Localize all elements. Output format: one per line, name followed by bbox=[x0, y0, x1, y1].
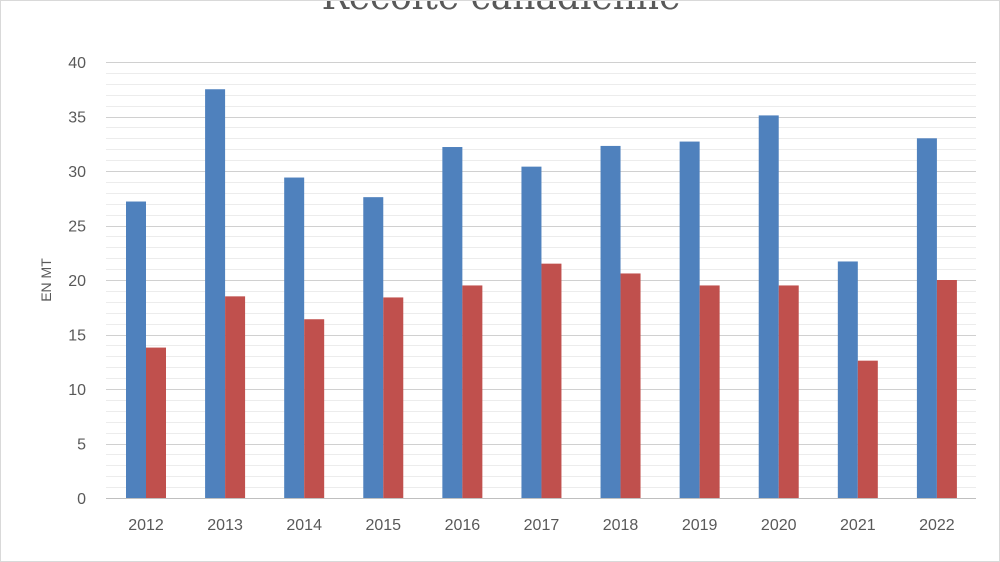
bar bbox=[916, 138, 937, 499]
bar bbox=[600, 145, 621, 498]
y-tick-label: 10 bbox=[68, 382, 86, 399]
bar bbox=[541, 263, 562, 498]
y-axis-ticks: 0 5 10 15 20 25 30 35 40 bbox=[68, 55, 86, 508]
bar bbox=[936, 280, 957, 498]
y-tick-label: 25 bbox=[68, 219, 86, 236]
x-tick-label: 2022 bbox=[919, 517, 955, 534]
bar bbox=[205, 89, 226, 498]
bar bbox=[521, 166, 542, 498]
bar bbox=[778, 285, 799, 498]
x-tick-label: 2016 bbox=[445, 517, 481, 534]
y-axis-title: EN MT bbox=[38, 258, 54, 302]
x-tick-label: 2015 bbox=[365, 517, 401, 534]
y-tick-label: 40 bbox=[68, 55, 86, 72]
x-axis-ticks: 2012 2013 2014 2015 2016 2017 2018 2019 2020 2021… bbox=[128, 517, 955, 534]
y-tick-label: 30 bbox=[68, 164, 86, 181]
x-tick-label: 2019 bbox=[682, 517, 718, 534]
bar bbox=[620, 273, 641, 498]
x-tick-label: 2012 bbox=[128, 517, 164, 534]
y-tick-label: 5 bbox=[77, 437, 86, 454]
bars bbox=[126, 89, 957, 499]
bar bbox=[284, 177, 305, 499]
x-tick-label: 2018 bbox=[603, 517, 639, 534]
x-tick-label: 2020 bbox=[761, 517, 797, 534]
bar bbox=[837, 261, 858, 498]
y-tick-label: 35 bbox=[68, 110, 86, 127]
bar bbox=[462, 285, 483, 498]
bar bbox=[679, 141, 700, 498]
bar bbox=[363, 197, 384, 498]
y-tick-label: 0 bbox=[77, 491, 86, 508]
bar bbox=[442, 147, 463, 498]
x-tick-label: 2017 bbox=[524, 517, 560, 534]
bar bbox=[857, 360, 878, 498]
bar bbox=[304, 319, 325, 498]
chart-title: Recolte canadienne bbox=[1, 1, 999, 18]
bar bbox=[225, 296, 246, 498]
bar bbox=[699, 285, 720, 498]
bar bbox=[146, 347, 166, 498]
x-tick-label: 2013 bbox=[207, 517, 243, 534]
y-tick-label: 20 bbox=[68, 273, 86, 290]
y-tick-label: 15 bbox=[68, 328, 86, 345]
bar bbox=[383, 297, 404, 498]
bar bbox=[758, 115, 779, 498]
x-tick-label: 2021 bbox=[840, 517, 876, 534]
x-tick-label: 2014 bbox=[286, 517, 322, 534]
bar bbox=[126, 201, 146, 498]
